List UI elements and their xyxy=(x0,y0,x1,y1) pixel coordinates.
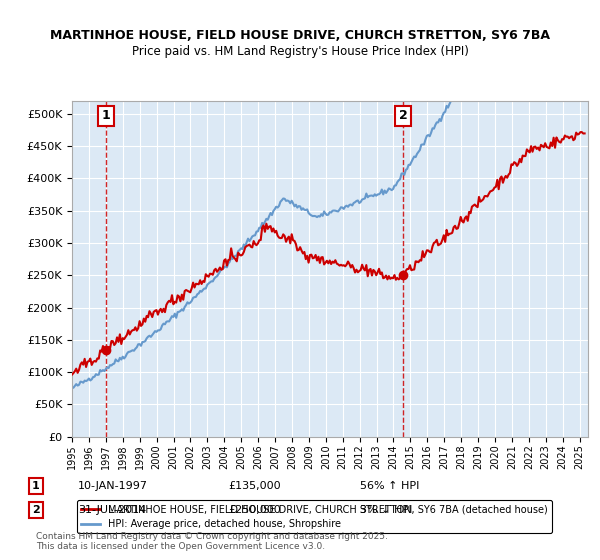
Text: MARTINHOE HOUSE, FIELD HOUSE DRIVE, CHURCH STRETTON, SY6 7BA: MARTINHOE HOUSE, FIELD HOUSE DRIVE, CHUR… xyxy=(50,29,550,42)
Text: 56% ↑ HPI: 56% ↑ HPI xyxy=(360,481,419,491)
Text: 10-JAN-1997: 10-JAN-1997 xyxy=(78,481,148,491)
Text: 3% ↓ HPI: 3% ↓ HPI xyxy=(360,505,412,515)
Text: 2: 2 xyxy=(32,505,40,515)
Text: 31-JUL-2014: 31-JUL-2014 xyxy=(78,505,146,515)
Text: Price paid vs. HM Land Registry's House Price Index (HPI): Price paid vs. HM Land Registry's House … xyxy=(131,45,469,58)
Text: 1: 1 xyxy=(102,109,111,123)
Legend: MARTINHOE HOUSE, FIELD HOUSE DRIVE, CHURCH STRETTON, SY6 7BA (detached house), H: MARTINHOE HOUSE, FIELD HOUSE DRIVE, CHUR… xyxy=(77,501,551,533)
Text: 1: 1 xyxy=(32,481,40,491)
Text: 2: 2 xyxy=(399,109,407,123)
Text: £250,000: £250,000 xyxy=(228,505,281,515)
Text: £135,000: £135,000 xyxy=(228,481,281,491)
Text: Contains HM Land Registry data © Crown copyright and database right 2025.
This d: Contains HM Land Registry data © Crown c… xyxy=(36,531,388,551)
